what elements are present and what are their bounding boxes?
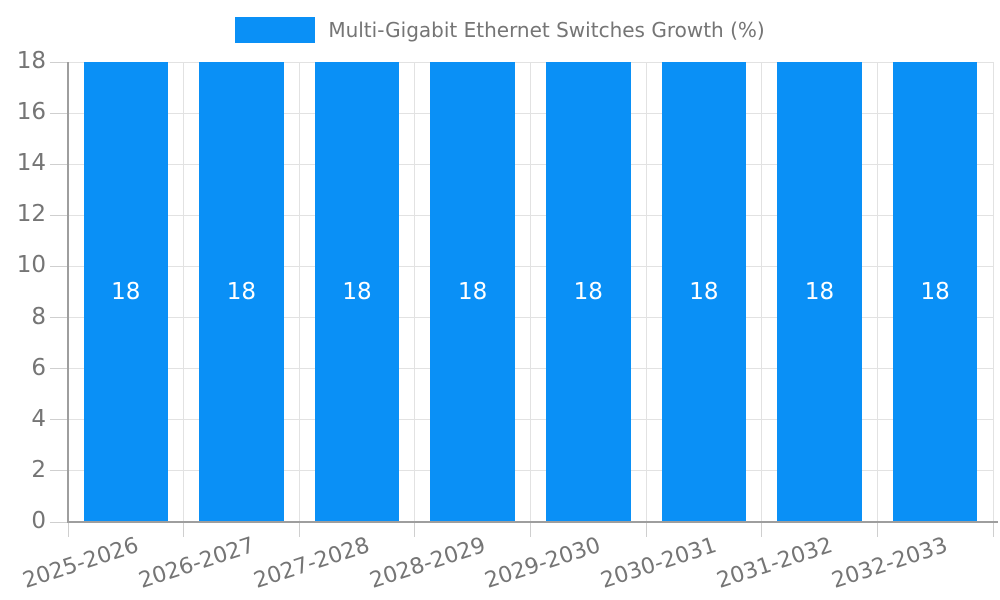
y-axis-tick bbox=[50, 61, 68, 63]
x-axis-label: 2025-2026 bbox=[19, 533, 142, 594]
y-axis-tick bbox=[50, 214, 68, 216]
plot-area: 18 18 18 18 18 18 18 18 bbox=[68, 61, 994, 522]
x-axis-line bbox=[67, 521, 998, 523]
x-axis-tick bbox=[414, 523, 416, 537]
y-axis-label: 10 bbox=[16, 252, 46, 279]
bar[interactable]: 18 bbox=[430, 62, 515, 522]
x-gridline bbox=[645, 62, 647, 522]
y-axis-tick bbox=[50, 521, 68, 523]
x-gridline bbox=[992, 62, 994, 522]
bar[interactable]: 18 bbox=[661, 62, 747, 522]
y-axis-tick bbox=[50, 419, 68, 421]
y-axis-label: 4 bbox=[31, 405, 46, 432]
legend-label: Multi-Gigabit Ethernet Switches Growth (… bbox=[328, 18, 765, 42]
bar[interactable]: 18 bbox=[546, 62, 631, 522]
bar[interactable]: 18 bbox=[83, 62, 169, 522]
x-axis-tick bbox=[645, 523, 647, 537]
y-axis-label: 2 bbox=[31, 456, 46, 483]
bar-value-label: 18 bbox=[111, 279, 141, 305]
x-gridline bbox=[761, 62, 763, 522]
bar-value-label: 18 bbox=[573, 279, 603, 305]
x-axis-label: 2027-2028 bbox=[251, 533, 373, 594]
x-axis-label: 2031-2032 bbox=[713, 533, 836, 594]
x-axis-tick bbox=[992, 523, 994, 537]
legend-swatch-icon bbox=[235, 17, 316, 43]
y-axis-line bbox=[67, 62, 69, 522]
y-axis-tick bbox=[50, 163, 68, 165]
x-axis-tick bbox=[183, 523, 185, 537]
y-axis-label: 16 bbox=[16, 99, 46, 126]
y-axis-label: 8 bbox=[31, 303, 46, 330]
y-axis-label: 6 bbox=[31, 354, 46, 381]
bar-value-label: 18 bbox=[226, 279, 257, 305]
y-axis-tick bbox=[50, 317, 68, 319]
x-axis-label: 2028-2029 bbox=[366, 533, 489, 594]
bar-value-label: 18 bbox=[920, 279, 950, 305]
x-axis-tick bbox=[876, 523, 878, 537]
x-gridline bbox=[530, 62, 531, 522]
bar[interactable]: 18 bbox=[314, 62, 400, 522]
legend[interactable]: Multi-Gigabit Ethernet Switches Growth (… bbox=[0, 16, 1000, 44]
bar-value-label: 18 bbox=[804, 279, 835, 305]
x-axis-tick bbox=[761, 523, 763, 537]
bar[interactable]: 18 bbox=[199, 62, 284, 522]
y-axis-tick bbox=[50, 265, 68, 267]
y-axis-label: 18 bbox=[16, 47, 46, 74]
x-axis-tick bbox=[298, 523, 300, 537]
x-gridline bbox=[876, 62, 878, 522]
y-axis-label: 0 bbox=[31, 507, 46, 534]
bar-value-label: 18 bbox=[342, 279, 372, 305]
x-axis-tick bbox=[67, 523, 69, 537]
x-gridline bbox=[183, 62, 185, 522]
x-axis-label: 2029-2030 bbox=[482, 533, 605, 594]
bar[interactable]: 18 bbox=[892, 62, 978, 522]
x-gridline bbox=[414, 62, 416, 522]
y-axis-label: 14 bbox=[16, 150, 46, 177]
bar-value-label: 18 bbox=[689, 279, 719, 305]
y-axis-tick bbox=[50, 470, 68, 472]
x-axis-label: 2032-2033 bbox=[829, 533, 951, 594]
bar-value-label: 18 bbox=[458, 279, 488, 305]
y-axis-tick bbox=[50, 112, 68, 114]
x-gridline bbox=[298, 62, 300, 522]
x-axis-tick bbox=[530, 523, 531, 537]
y-axis-tick bbox=[50, 368, 68, 370]
bar[interactable]: 18 bbox=[777, 62, 862, 522]
x-axis-label: 2030-2031 bbox=[597, 533, 720, 594]
x-axis-label: 2026-2027 bbox=[135, 533, 258, 594]
y-axis-label: 12 bbox=[16, 201, 46, 228]
